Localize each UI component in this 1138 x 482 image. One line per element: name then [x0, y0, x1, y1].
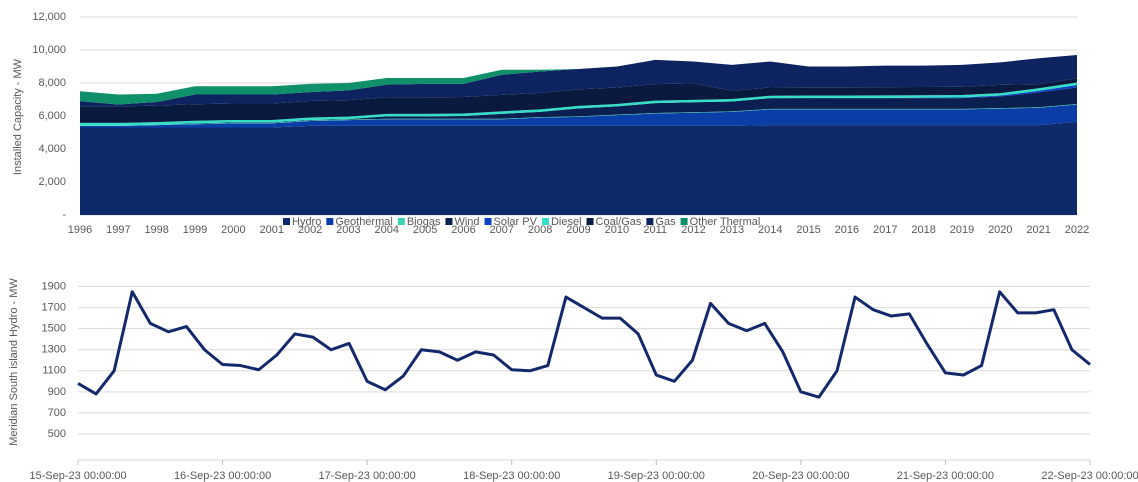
x-tick-label: 15-Sep-23 00:00:00 [29, 470, 126, 482]
x-tick-label: 22-Sep-23 00:00:00 [1041, 470, 1138, 482]
area [80, 103, 1077, 126]
legend-label: Diesel [551, 216, 582, 228]
x-tick-label: 2011 [643, 224, 667, 236]
x-tick-label: 2001 [259, 224, 283, 236]
x-tick-label: 2021 [1026, 224, 1050, 236]
line [77, 290, 1091, 399]
y-tick-label: 10,000 [32, 44, 66, 56]
y-tick-label: - [62, 209, 66, 221]
y-tick-label: 8,000 [38, 77, 66, 89]
x-tick-label: 21-Sep-23 00:00:00 [897, 470, 994, 482]
y-tick-label: 1900 [42, 280, 66, 292]
y-tick-label: 900 [48, 386, 66, 398]
y-axis-label: Meridian South island Hydro - MW [8, 278, 20, 446]
x-tick-label: 2016 [835, 224, 859, 236]
legend-swatch [586, 218, 594, 225]
legend-swatch [484, 218, 492, 225]
area [80, 78, 1077, 123]
x-tick-label: 1997 [106, 224, 130, 236]
x-tick-label: 2012 [681, 224, 705, 236]
area [80, 121, 1077, 215]
legend-label: Solar PV [494, 216, 538, 228]
x-tick-label: 2009 [566, 224, 590, 236]
x-tick-label: 1999 [183, 224, 207, 236]
x-tick-label: 1998 [144, 224, 168, 236]
y-tick-label: 6,000 [38, 110, 66, 122]
legend-swatch [445, 218, 453, 225]
area [80, 104, 1077, 128]
y-tick-label: 1700 [42, 302, 66, 314]
legend-label: Coal/Gas [596, 216, 642, 228]
x-tick-label: 2018 [911, 224, 935, 236]
x-tick-label: 2000 [221, 224, 245, 236]
x-tick-label: 16-Sep-23 00:00:00 [174, 470, 271, 482]
x-tick-label: 2002 [298, 224, 322, 236]
y-tick-label: 4,000 [38, 143, 66, 155]
legend-swatch [541, 218, 549, 225]
legend-label: Hydro [292, 216, 321, 228]
legend-label: Wind [454, 216, 479, 228]
x-tick-label: 2015 [796, 224, 820, 236]
x-tick-label: 2022 [1065, 224, 1089, 236]
y-tick-label: 700 [48, 407, 66, 419]
legend-label: Gas [655, 216, 676, 228]
legend-swatch [283, 218, 290, 225]
x-tick-label: 2013 [720, 224, 744, 236]
x-tick-label: 2020 [988, 224, 1012, 236]
x-tick-label: 2010 [605, 224, 629, 236]
y-tick-label: 1500 [42, 323, 66, 335]
legend-label: Other Thermal [690, 216, 761, 228]
legend-swatch [397, 218, 405, 225]
x-tick-label: 18-Sep-23 00:00:00 [463, 470, 560, 482]
legend-label: Geothermal [335, 216, 392, 228]
x-tick-label: 2017 [873, 224, 897, 236]
x-tick-label: 17-Sep-23 00:00:00 [319, 470, 416, 482]
y-tick-label: 12,000 [32, 11, 66, 23]
x-tick-label: 2019 [950, 224, 974, 236]
x-tick-label: 1996 [68, 224, 92, 236]
x-tick-label: 2006 [451, 224, 475, 236]
y-axis-label: Installed Capacity - MW [12, 58, 24, 175]
legend-swatch [646, 218, 654, 225]
x-tick-label: 2007 [490, 224, 514, 236]
x-tick-label: 2008 [528, 224, 552, 236]
x-tick-label: 19-Sep-23 00:00:00 [608, 470, 705, 482]
y-tick-label: 1100 [42, 365, 66, 377]
y-tick-label: 500 [48, 428, 66, 440]
legend-swatch [680, 218, 688, 225]
y-tick-label: 1300 [42, 344, 66, 356]
legend-swatch [326, 218, 334, 225]
x-tick-label: 2005 [413, 224, 437, 236]
x-tick-label: 2003 [336, 224, 360, 236]
x-tick-label: 20-Sep-23 00:00:00 [752, 470, 849, 482]
x-tick-label: 2004 [375, 224, 399, 236]
y-tick-label: 2,000 [38, 176, 66, 188]
area [80, 54, 1077, 107]
x-tick-label: 2014 [758, 224, 782, 236]
legend-label: Biogas [407, 216, 441, 228]
area [80, 87, 1077, 126]
